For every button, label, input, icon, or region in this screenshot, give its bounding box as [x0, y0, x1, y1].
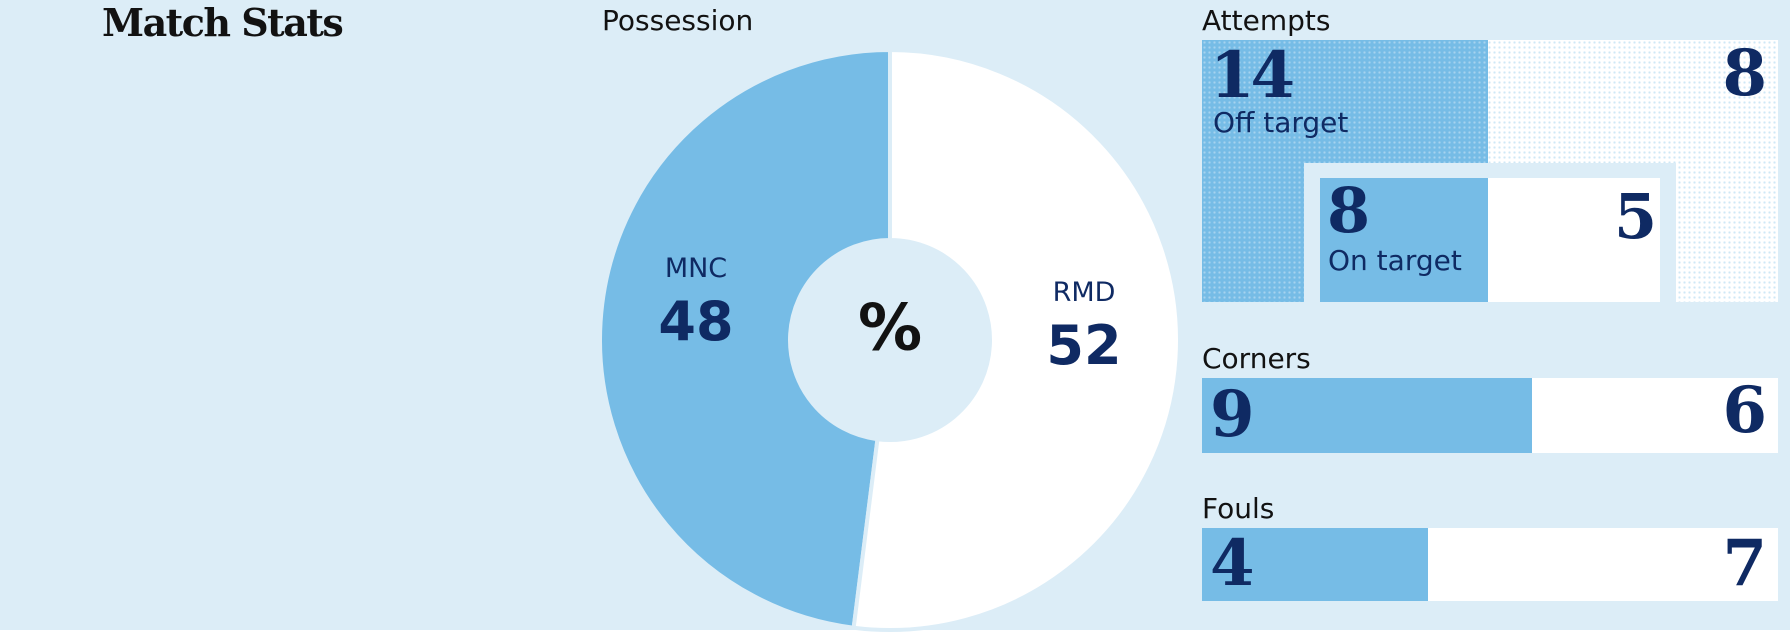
- fouls-away-value: 7: [1722, 526, 1767, 601]
- possession-donut-chart: % MNC 48 RMD 52: [598, 47, 1182, 632]
- attempts-on-target-home-bar: [1320, 178, 1488, 302]
- possession-away-value: 52: [1046, 314, 1121, 377]
- attempts-off-target-label: Off target: [1213, 106, 1349, 139]
- attempts-on-target-home-value: 8: [1327, 174, 1371, 247]
- corners-home-bar: [1202, 378, 1532, 453]
- page-title: Match Stats: [102, 0, 344, 45]
- possession-home-team: MNC: [665, 253, 727, 284]
- possession-slice-mnc: [598, 47, 892, 630]
- attempts-off-target-home-value: 14: [1210, 38, 1295, 113]
- attempts-label: Attempts: [1202, 4, 1331, 37]
- attempts-off-target-away-value: 8: [1722, 36, 1767, 111]
- percent-symbol: %: [858, 292, 922, 366]
- corners-home-value: 9: [1210, 377, 1255, 452]
- possession-home-value: 48: [658, 290, 733, 353]
- corners-label: Corners: [1202, 342, 1311, 375]
- possession-label: Possession: [602, 4, 754, 37]
- fouls-home-value: 4: [1210, 526, 1255, 601]
- attempts-on-target-away-value: 5: [1614, 180, 1658, 253]
- corners-away-value: 6: [1722, 373, 1767, 448]
- fouls-label: Fouls: [1202, 492, 1275, 525]
- possession-slice-rmd: [851, 47, 1182, 632]
- attempts-on-target-label: On target: [1328, 244, 1462, 277]
- possession-away-team: RMD: [1053, 277, 1116, 308]
- fouls-home-bar: [1202, 528, 1428, 601]
